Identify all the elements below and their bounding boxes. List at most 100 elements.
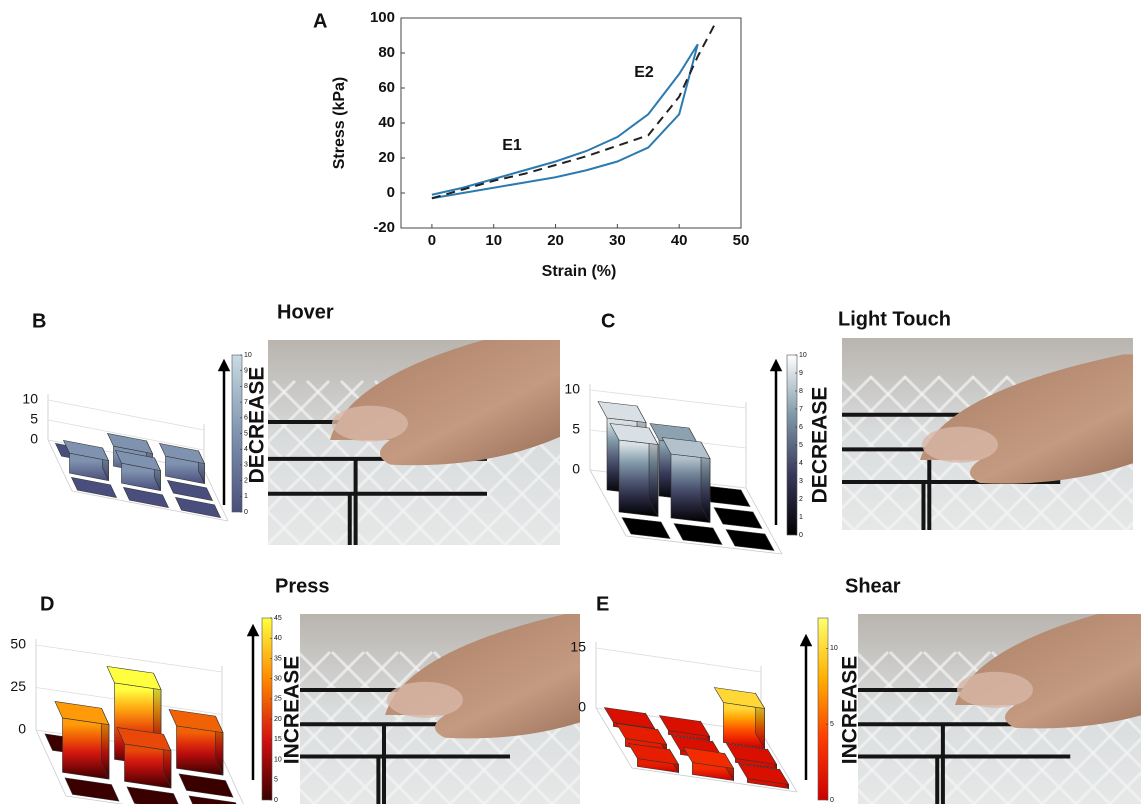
annotation: DECREASE (809, 387, 832, 504)
series-line (432, 44, 698, 198)
bar (674, 524, 722, 545)
colorbar-tick-label: 5 (274, 777, 278, 784)
grid-line (48, 400, 204, 430)
y-tick-label: 0 (387, 184, 395, 201)
x-tick-label: 20 (547, 232, 564, 249)
z-tick-label: 10 (564, 381, 580, 397)
bar (168, 480, 213, 500)
bar (169, 709, 223, 775)
grid-line (36, 645, 222, 672)
bar (116, 450, 161, 490)
y-tick-label: 60 (378, 79, 395, 96)
z-tick-label: 0 (30, 431, 38, 447)
panel-label: B (32, 310, 46, 332)
bar (160, 443, 205, 483)
bar-top (124, 487, 169, 507)
bar-top (65, 778, 119, 801)
panel-title: Press (275, 575, 330, 597)
x-tick-label: 0 (428, 232, 436, 249)
colorbar-tick-label: 10 (244, 352, 252, 359)
fingernail (957, 672, 1033, 708)
bar-top (674, 524, 722, 545)
bar-top (189, 796, 243, 804)
bar (714, 688, 764, 749)
z-tick-label: 5 (572, 421, 580, 437)
panel-title: Hover (277, 301, 334, 323)
colorbar-tick-label: 2 (799, 496, 803, 503)
bar-top (72, 477, 117, 497)
fingernail (387, 682, 463, 718)
z-tick-label: 25 (10, 678, 26, 694)
z-tick-label: 10 (22, 391, 38, 407)
panel-label: A (313, 10, 327, 32)
x-tick-label: 40 (671, 232, 688, 249)
x-tick-label: 50 (733, 232, 750, 249)
panel-label: D (40, 593, 54, 615)
photo (516, 601, 1141, 804)
annotation: E2 (634, 64, 654, 81)
bar-top (127, 787, 181, 804)
bar (64, 440, 109, 480)
colorbar-tick-label: 1 (799, 514, 803, 521)
panel-label: C (601, 310, 615, 332)
series-line (432, 22, 716, 199)
bar (628, 744, 678, 773)
plot-frame (401, 18, 741, 228)
panel-title: Light Touch (838, 308, 951, 330)
colorbar-tick-label: 5 (799, 442, 803, 449)
bar (659, 716, 709, 741)
bar (179, 774, 233, 797)
colorbar (818, 618, 828, 800)
panel-title: Shear (845, 575, 901, 597)
panel-label: E (596, 593, 609, 615)
annotation: DECREASE (246, 367, 269, 484)
mesh (584, 652, 736, 804)
x-tick-label: 10 (485, 232, 502, 249)
colorbar-tick-label: 7 (799, 406, 803, 413)
bar-top (726, 530, 774, 551)
y-tick-label: -20 (373, 219, 395, 236)
y-tick-label: 100 (370, 9, 395, 26)
colorbar-tick-label: 10 (799, 352, 807, 359)
colorbar-tick-label: 4 (799, 460, 803, 467)
y-axis-label: Stress (kPa) (331, 77, 348, 170)
bar (65, 778, 119, 801)
z-tick-label: 0 (18, 721, 26, 737)
mesh (586, 652, 738, 804)
colorbar-tick-label: 10 (830, 645, 838, 652)
x-tick-label: 30 (609, 232, 626, 249)
colorbar-tick-label: 6 (799, 424, 803, 431)
photo-content (516, 601, 1141, 804)
z-tick-label: 15 (570, 639, 586, 655)
annotation: E1 (502, 137, 522, 154)
bar (127, 787, 181, 804)
colorbar-tick-label: 8 (799, 388, 803, 395)
fingernail (922, 427, 998, 463)
bar-top (598, 402, 646, 423)
bar-top (714, 508, 762, 529)
colorbar-tick-label: 0 (830, 797, 834, 804)
colorbar-tick-label: 40 (274, 635, 282, 642)
bar (714, 508, 762, 529)
z-tick-label: 0 (578, 699, 586, 715)
y-tick-label: 40 (378, 114, 395, 131)
colorbar-tick-label: 0 (799, 532, 803, 539)
bar (622, 518, 670, 539)
colorbar-tick-label: 5 (830, 721, 834, 728)
z-tick-label: 5 (30, 411, 38, 427)
annotation: INCREASE (839, 656, 862, 765)
bar (117, 727, 171, 788)
z-tick-label: 0 (572, 461, 580, 477)
series-line (432, 44, 698, 195)
bar-top (179, 774, 233, 797)
bar-top (168, 480, 213, 500)
bar (189, 796, 243, 804)
colorbar-tick-label: 0 (244, 509, 248, 516)
colorbar-tick-label: 3 (799, 478, 803, 485)
bar (176, 497, 221, 517)
bar (683, 748, 733, 781)
annotation: INCREASE (281, 656, 304, 765)
photo (0, 327, 907, 545)
colorbar (262, 618, 272, 800)
bar (72, 477, 117, 497)
